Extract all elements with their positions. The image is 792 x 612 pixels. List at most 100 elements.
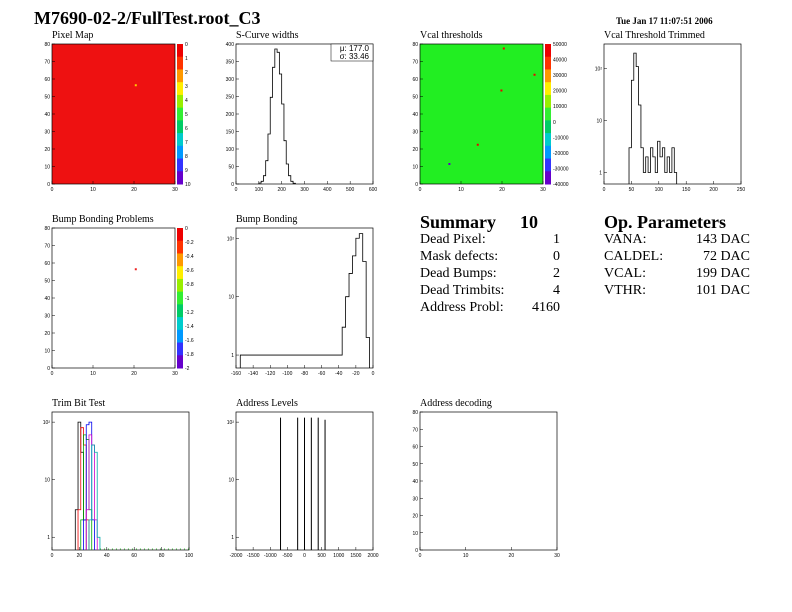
y-tick-label: 1 — [599, 170, 602, 176]
x-tick-label: 500 — [346, 187, 355, 193]
y-tick-label: 20 — [44, 331, 50, 337]
y-tick-label: 300 — [226, 77, 235, 83]
y-tick-label: 1 — [231, 535, 234, 541]
colorbar-segment — [177, 69, 183, 83]
colorbar-tick-label: 3 — [185, 84, 188, 90]
colorbar-tick-label: 6 — [185, 126, 188, 132]
y-tick-label: 60 — [44, 261, 50, 267]
x-tick-label: 30 — [540, 187, 546, 193]
y-tick-label: 60 — [412, 445, 418, 451]
y-tick-label: 50 — [228, 165, 234, 171]
colorbar-tick-label: -30000 — [553, 166, 569, 172]
colorbar-tick-label: 50000 — [553, 42, 567, 48]
timestamp: Tue Jan 17 11:07:51 2006 — [616, 16, 713, 26]
colorbar-segment — [545, 82, 551, 96]
colorbar-tick-label: 2 — [185, 70, 188, 76]
vcal-thresholds-title: Vcal thresholds — [420, 30, 483, 41]
x-tick-label: -60 — [318, 371, 325, 377]
heatmap-pixel — [134, 268, 137, 271]
y-tick-label: 30 — [412, 496, 418, 502]
colorbar-tick-label: -2 — [185, 366, 190, 372]
y-tick-label: 10 — [44, 349, 50, 355]
colorbar-segment — [177, 329, 183, 344]
x-tick-label: 40 — [104, 553, 110, 559]
x-tick-label: 150 — [682, 187, 691, 193]
x-tick-label: -1000 — [264, 553, 277, 559]
x-tick-label: 500 — [317, 553, 326, 559]
x-tick-label: 20 — [499, 187, 505, 193]
y-tick-label: 10 — [412, 531, 418, 537]
y-tick-label: 10 — [228, 478, 234, 484]
colorbar-tick-label: 10 — [185, 182, 191, 188]
x-tick-label: 1500 — [350, 553, 361, 559]
colorbar-segment — [545, 69, 551, 83]
y-tick-label: 40 — [412, 479, 418, 485]
x-tick-label: 0 — [303, 553, 306, 559]
op-param-label: VANA: — [604, 232, 647, 247]
heatmap-pixel — [502, 47, 505, 50]
stats-line: σ: 33.46 — [340, 52, 370, 61]
heatmap-fill — [52, 44, 175, 184]
colorbar-tick-label: -1.4 — [185, 324, 194, 330]
plot-frame — [235, 43, 374, 185]
y-tick-label: 20 — [412, 147, 418, 153]
y-tick-label: 10 — [412, 165, 418, 171]
colorbar-tick-label: -0.4 — [185, 254, 194, 260]
x-tick-label: -140 — [248, 371, 258, 377]
y-tick-label: 30 — [44, 314, 50, 320]
colorbar-segment — [177, 228, 183, 242]
colorbar-segment — [177, 145, 183, 160]
x-tick-label: 250 — [737, 187, 746, 193]
colorbar-segment — [545, 56, 551, 70]
colorbar-tick-label: -0.6 — [185, 268, 194, 274]
summary-row-label: Dead Pixel: — [420, 232, 486, 247]
x-tick-label: 0 — [372, 371, 375, 377]
y-tick-label: 50 — [44, 95, 50, 101]
y-tick-label: 10² — [227, 236, 235, 242]
op-param-label: CALDEL: — [604, 249, 664, 264]
summary-row-value: 4 — [553, 283, 560, 298]
summary-title: Summary — [420, 212, 496, 232]
trim-bit-title: Trim Bit Test — [52, 398, 106, 409]
y-tick-label: 10² — [227, 420, 235, 426]
y-tick-label: 150 — [226, 130, 235, 136]
stats-line: μ: 177.0 — [340, 44, 370, 53]
x-tick-label: 600 — [369, 187, 378, 193]
colorbar-tick-label: -1 — [185, 296, 190, 302]
y-tick-label: 100 — [226, 147, 235, 153]
colorbar-segment — [177, 94, 183, 109]
y-tick-label: 10² — [43, 420, 51, 426]
summary-row-value: 0 — [553, 249, 560, 264]
heatmap-pixel — [533, 73, 536, 76]
histogram-line — [628, 52, 678, 184]
colorbar-segment — [177, 120, 183, 134]
y-tick-label: 350 — [226, 60, 235, 66]
histogram-line — [85, 434, 98, 550]
y-tick-label: 0 — [47, 182, 50, 188]
colorbar-tick-label: 10000 — [553, 104, 567, 110]
histogram-line — [83, 421, 95, 550]
colorbar-tick-label: -1.8 — [185, 352, 194, 358]
y-tick-label: 10 — [44, 165, 50, 171]
y-tick-label: 40 — [44, 112, 50, 118]
y-tick-label: 50 — [412, 95, 418, 101]
x-tick-label: -40 — [335, 371, 342, 377]
x-tick-label: 0 — [51, 187, 54, 193]
colorbar-tick-label: 0 — [553, 120, 556, 126]
colorbar-segment — [177, 56, 183, 70]
y-tick-label: 40 — [44, 296, 50, 302]
y-tick-label: 250 — [226, 95, 235, 101]
summary-row-value: 2 — [553, 266, 560, 281]
plot-frame — [51, 227, 176, 369]
colorbar-segment — [545, 145, 551, 160]
y-tick-label: 70 — [412, 60, 418, 66]
plot-frame — [51, 411, 190, 551]
colorbar-segment — [177, 253, 183, 267]
colorbar-segment — [177, 44, 183, 58]
colorbar-segment — [545, 133, 551, 147]
x-tick-label: 20 — [509, 553, 515, 559]
x-tick-label: 2000 — [367, 553, 378, 559]
x-tick-label: 200 — [277, 187, 286, 193]
y-tick-label: 70 — [44, 244, 50, 250]
x-tick-label: 20 — [77, 553, 83, 559]
